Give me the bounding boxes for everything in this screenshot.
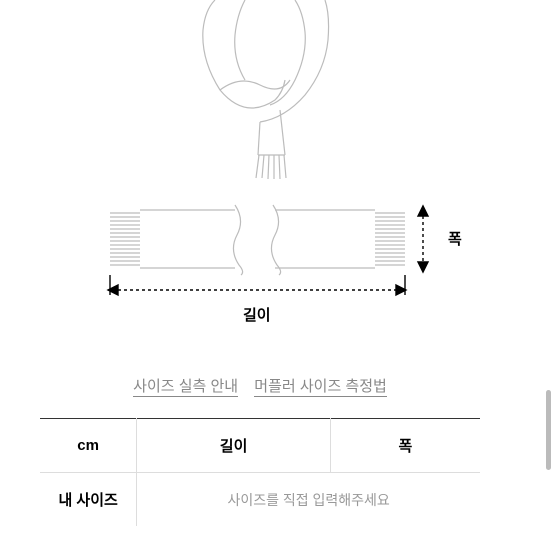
scrollbar-thumb[interactable] xyxy=(546,390,551,470)
table-header-row: cm 길이 폭 xyxy=(40,419,480,473)
scarf-diagram: 폭 길이 xyxy=(40,0,480,345)
scarf-flat-icon: 폭 길이 xyxy=(108,205,462,324)
size-guide-link[interactable]: 사이즈 실측 안내 xyxy=(133,378,238,397)
my-size-label: 내 사이즈 xyxy=(40,473,137,527)
my-size-row: 내 사이즈 사이즈를 직접 입력해주세요 xyxy=(40,473,480,527)
width-measure-arrow xyxy=(418,206,428,272)
my-size-input-cell[interactable]: 사이즈를 직접 입력해주세요 xyxy=(137,473,480,527)
measure-method-link[interactable]: 머플러 사이즈 측정법 xyxy=(254,378,387,397)
width-label: 폭 xyxy=(448,231,462,248)
length-measure-arrow xyxy=(108,275,406,295)
size-help-links: 사이즈 실측 안내 머플러 사이즈 측정법 xyxy=(40,375,480,396)
col-width: 폭 xyxy=(330,419,480,473)
col-length: 길이 xyxy=(137,419,331,473)
col-unit: cm xyxy=(40,419,137,473)
length-label: 길이 xyxy=(243,307,271,324)
scarf-folded-icon xyxy=(203,0,329,179)
size-table: cm 길이 폭 내 사이즈 사이즈를 직접 입력해주세요 xyxy=(40,418,480,526)
